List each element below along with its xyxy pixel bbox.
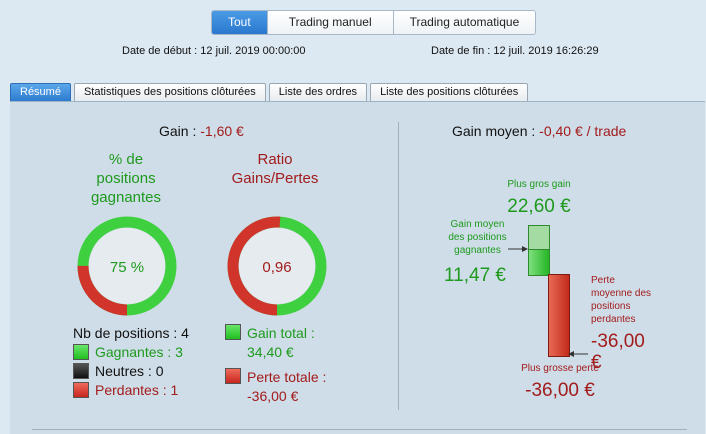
report-tabs: Résumé Statistiques des positions clôtur…: [10, 83, 529, 101]
total-gain: Gain total : 34,40 €: [247, 324, 315, 362]
avg-loss-label-line4: perdantes: [591, 314, 636, 325]
losers-legend-swatch: [73, 382, 89, 398]
avg-loss-label-line1: Perte: [591, 275, 615, 286]
avg-win-label-line2: des positions: [448, 232, 507, 243]
losers-count: Perdantes : 1: [95, 382, 179, 398]
start-date-label: Date de début :: [122, 45, 198, 57]
ratio-value: 0,96: [262, 259, 291, 276]
worst-loss-label: Plus grosse perte: [521, 363, 599, 374]
bottom-divider: [32, 429, 687, 430]
avg-loss-label: Perte moyenne des positions perdantes: [591, 274, 651, 326]
avg-loss-value-line2: €: [591, 352, 602, 373]
start-date-value: 12 juil. 2019 00:00:00: [200, 45, 306, 57]
avg-gain-bar: [528, 249, 550, 276]
total-loss-swatch: [225, 368, 241, 384]
avg-gain-label: Gain moyen :: [452, 123, 536, 139]
ratio-title-line2: Gains/Pertes: [231, 170, 319, 187]
tab-closed-positions[interactable]: Liste des positions clôturées: [370, 83, 529, 101]
total-loss-value: -36,00 €: [247, 388, 299, 404]
end-date-label: Date de fin :: [431, 45, 491, 57]
win-pct-title: % de positions gagnantes: [66, 150, 186, 207]
start-date: Date de début : 12 juil. 2019 00:00:00: [122, 45, 306, 57]
total-gain-label: Gain total :: [247, 325, 315, 341]
avg-loss-label-line3: positions: [591, 301, 631, 312]
best-gain-value: 22,60 €: [507, 196, 571, 217]
ratio-donut: 0,96: [227, 216, 327, 316]
ratio-ring-center: [239, 228, 315, 304]
avg-win-value: 11,47 €: [444, 265, 506, 286]
avg-win-arrow-icon: [508, 246, 528, 252]
total-loss: Perte totale : -36,00 €: [247, 368, 326, 406]
panel-divider: [398, 122, 399, 410]
gain-summary: Gain : -1,60 €: [159, 123, 244, 139]
tab-summary[interactable]: Résumé: [10, 83, 71, 101]
best-gain-bar: [528, 225, 550, 251]
win-pct-value: 75 %: [110, 259, 144, 276]
win-pct-donut: 75 %: [77, 216, 177, 316]
total-gain-swatch: [225, 324, 241, 340]
total-gain-value: 34,40 €: [247, 344, 294, 360]
view-segmented-control: Tout Trading manuel Trading automatique: [211, 10, 537, 35]
neutral-count: Neutres : 0: [95, 363, 164, 379]
positions-count: Nb de positions : 4: [73, 325, 189, 341]
avg-win-label-line3: gagnantes: [454, 245, 501, 256]
win-pct-title-line1: % de: [108, 151, 144, 168]
avg-loss-value: -36,00 €: [591, 331, 645, 373]
gain-value: -1,60 €: [200, 123, 244, 139]
tab-manual-trading[interactable]: Trading manuel: [266, 11, 393, 34]
total-loss-label: Perte totale :: [247, 369, 327, 385]
worst-loss-arrow-icon: [568, 351, 588, 357]
win-pct-title-line2: positions: [96, 170, 156, 187]
ratio-title-line1: Ratio: [257, 151, 293, 168]
win-ring-loss-segment: [77, 216, 177, 316]
avg-win-label-line1: Gain moyen: [450, 219, 505, 230]
tab-closed-stats[interactable]: Statistiques des positions clôturées: [73, 83, 266, 101]
end-date-value: 12 juil. 2019 16:26:29: [493, 45, 599, 57]
gain-label: Gain :: [159, 123, 197, 139]
neutral-legend-swatch: [73, 363, 89, 379]
winners-legend-swatch: [73, 344, 89, 360]
avg-gain-summary: Gain moyen : -0,40 € / trade: [452, 123, 626, 139]
avg-loss-bar: [548, 274, 570, 357]
avg-gain-value: -0,40 € / trade: [539, 123, 627, 139]
avg-loss-label-line2: moyenne des: [591, 288, 652, 299]
end-date: Date de fin : 12 juil. 2019 16:26:29: [431, 45, 599, 57]
tab-all[interactable]: Tout: [212, 11, 267, 34]
tab-automatic-trading[interactable]: Trading automatique: [392, 11, 536, 34]
win-pct-title-line3: gagnantes: [90, 189, 162, 206]
avg-win-label: Gain moyen des positions gagnantes: [430, 218, 525, 257]
winners-count: Gagnantes : 3: [95, 344, 183, 360]
avg-loss-value-line1: -36,00: [591, 331, 645, 352]
worst-loss-value: -36,00 €: [525, 380, 595, 401]
tab-orders[interactable]: Liste des ordres: [268, 83, 368, 101]
win-ring-center: [89, 228, 165, 304]
best-gain-label: Plus gros gain: [507, 179, 571, 190]
ratio-ring-loss-segment: [227, 216, 327, 316]
ratio-title: Ratio Gains/Pertes: [215, 150, 335, 188]
